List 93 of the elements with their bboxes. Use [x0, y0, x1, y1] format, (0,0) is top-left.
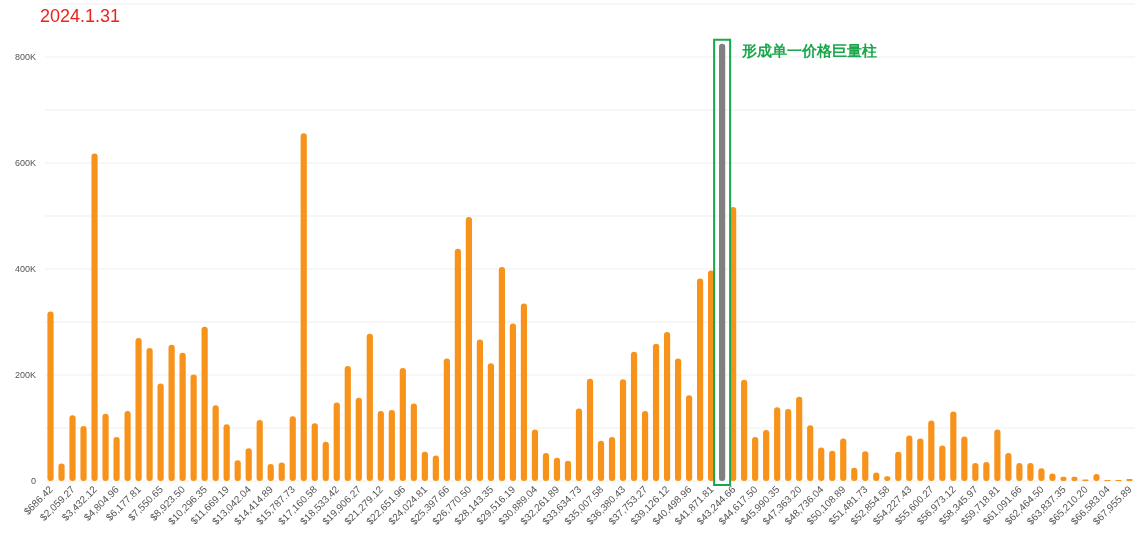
bar [917, 438, 924, 481]
bar [542, 452, 550, 481]
bar [829, 450, 836, 481]
bar [674, 358, 682, 481]
bar [432, 455, 439, 481]
bar [311, 423, 318, 481]
bar [190, 374, 197, 481]
bar [399, 368, 406, 481]
y-tick-label: 600K [14, 158, 36, 168]
bar [245, 448, 252, 481]
bar [972, 462, 979, 481]
bar [267, 464, 274, 481]
bar [630, 351, 638, 481]
bar [818, 447, 825, 481]
bar [906, 435, 913, 481]
bar [256, 420, 263, 481]
bar [179, 352, 186, 481]
bar [91, 153, 98, 481]
bar [300, 133, 307, 481]
bar [895, 451, 902, 481]
bar [575, 408, 583, 481]
bar [1016, 462, 1023, 481]
bar [454, 248, 461, 481]
bar [47, 311, 54, 481]
bar [851, 467, 858, 481]
bar [498, 266, 506, 481]
bar [333, 402, 340, 481]
bar [983, 461, 990, 481]
bar [939, 445, 946, 481]
bar [697, 278, 704, 481]
bar [1027, 462, 1034, 481]
y-tick-label: 400K [14, 264, 36, 274]
bar [608, 437, 616, 481]
bar [741, 379, 748, 481]
y-tick-label: 0 [30, 476, 36, 486]
bar [234, 460, 241, 481]
bar [366, 333, 373, 481]
bar [322, 441, 329, 481]
bar [58, 463, 65, 481]
bar [796, 396, 803, 481]
bar [355, 397, 362, 481]
bar [950, 411, 957, 481]
bar [1038, 468, 1045, 481]
y-tick-label: 200K [14, 370, 36, 380]
bar [1005, 452, 1012, 481]
y-tick-label: 800K [14, 52, 36, 62]
bar [157, 383, 164, 481]
bar [928, 420, 935, 481]
annotation: 形成单一价格巨量柱 [741, 41, 878, 59]
bar [69, 415, 76, 481]
bar [685, 395, 693, 481]
bar [564, 460, 572, 481]
bar [223, 424, 230, 481]
bar [807, 425, 814, 481]
bar [994, 429, 1001, 481]
bar [102, 413, 109, 481]
bar [652, 343, 660, 481]
bar [763, 430, 770, 481]
bar [520, 303, 528, 481]
bar [862, 451, 869, 481]
bar [344, 365, 351, 481]
bar [124, 411, 131, 481]
bar [586, 378, 594, 481]
bar [531, 429, 539, 481]
bar [278, 462, 285, 481]
bar [961, 436, 968, 481]
bar [410, 403, 417, 481]
bar [553, 457, 561, 481]
bar [212, 405, 219, 481]
bar [421, 451, 428, 481]
bar [201, 326, 208, 481]
bar [146, 347, 153, 481]
bar [774, 407, 781, 481]
bar [443, 358, 450, 481]
bar [487, 363, 495, 481]
bar [785, 408, 792, 481]
chart-title: 2024.1.31 [40, 6, 121, 26]
bar [465, 217, 472, 481]
bar [80, 425, 87, 481]
bar [135, 337, 142, 481]
bar [388, 409, 395, 481]
bar [289, 416, 296, 481]
bar [840, 438, 847, 481]
bar [597, 440, 605, 481]
bar [113, 437, 120, 481]
bar [619, 379, 627, 481]
bar [476, 339, 483, 481]
bar [509, 323, 517, 481]
bar [168, 344, 175, 481]
bar [752, 437, 759, 481]
bar [641, 411, 649, 481]
bar [377, 411, 384, 481]
bar [663, 332, 671, 481]
